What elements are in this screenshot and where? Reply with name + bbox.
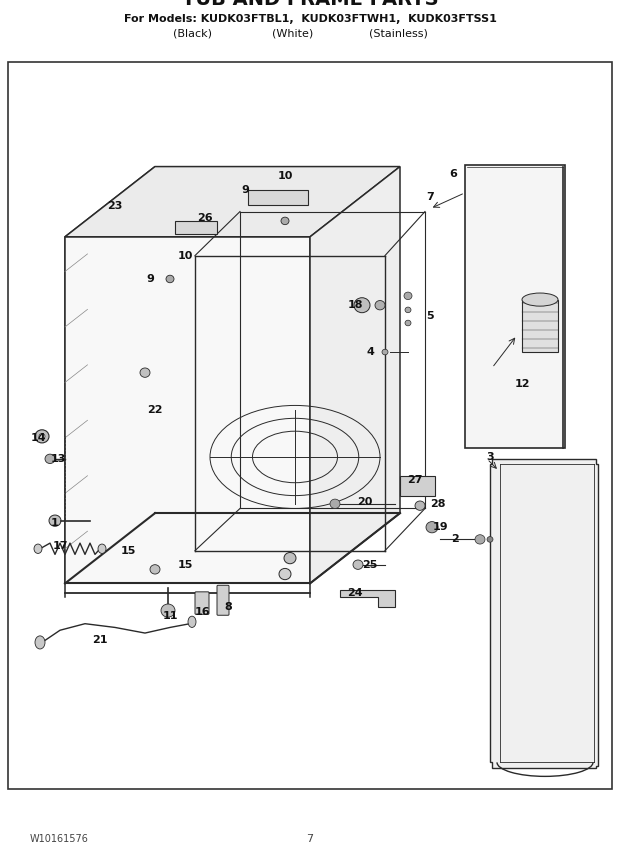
Polygon shape [65,167,400,237]
Circle shape [166,276,174,282]
Polygon shape [310,167,400,584]
Text: 19: 19 [432,522,448,532]
Text: 20: 20 [357,497,373,507]
Circle shape [281,217,289,224]
FancyBboxPatch shape [175,221,217,234]
Circle shape [487,537,493,542]
Text: 15: 15 [120,545,136,556]
Text: 27: 27 [407,475,423,485]
FancyBboxPatch shape [400,476,435,496]
Polygon shape [65,167,155,584]
Text: 15: 15 [177,560,193,570]
FancyBboxPatch shape [217,586,229,615]
Text: 10: 10 [277,171,293,181]
Circle shape [35,430,49,443]
Ellipse shape [98,544,106,554]
Text: 6: 6 [449,169,457,179]
Circle shape [415,501,425,510]
Circle shape [279,568,291,580]
Polygon shape [465,164,565,448]
Text: 11: 11 [162,611,178,621]
Circle shape [404,292,412,300]
Circle shape [354,298,370,312]
Ellipse shape [35,636,45,649]
Text: 9: 9 [241,185,249,195]
Text: eReplacementParts.com: eReplacementParts.com [219,508,321,518]
Text: 22: 22 [148,405,162,415]
Polygon shape [340,590,395,607]
Text: 25: 25 [362,560,378,570]
Circle shape [405,320,411,326]
Circle shape [161,604,175,617]
Text: 14: 14 [30,433,46,443]
FancyBboxPatch shape [195,591,209,615]
Circle shape [405,307,411,312]
Text: (Stainless): (Stainless) [368,28,427,39]
Polygon shape [490,459,598,768]
Text: 4: 4 [366,347,374,357]
Text: 9: 9 [146,274,154,284]
Text: 1: 1 [51,518,59,527]
Text: W10161576: W10161576 [30,834,89,844]
Text: 5: 5 [426,312,434,322]
Polygon shape [65,237,310,584]
Text: 23: 23 [107,201,123,211]
Ellipse shape [34,544,42,554]
Circle shape [49,515,61,526]
Circle shape [150,565,160,574]
Text: TUB AND FRAME PARTS: TUB AND FRAME PARTS [182,0,438,9]
Text: 10: 10 [177,251,193,260]
Text: For Models: KUDK03FTBL1,  KUDK03FTWH1,  KUDK03FTSS1: For Models: KUDK03FTBL1, KUDK03FTWH1, KU… [123,14,497,24]
Text: 28: 28 [430,499,446,508]
FancyBboxPatch shape [248,190,308,205]
Ellipse shape [522,293,558,306]
Circle shape [353,560,363,569]
Circle shape [375,300,385,310]
Circle shape [284,552,296,564]
Text: 18: 18 [347,300,363,310]
Circle shape [426,521,438,532]
Ellipse shape [188,616,196,627]
Polygon shape [522,300,558,352]
Text: 16: 16 [194,607,210,616]
Circle shape [39,433,45,439]
Text: 7: 7 [306,834,314,844]
Text: 21: 21 [92,634,108,645]
Text: 26: 26 [197,213,213,223]
Text: 17: 17 [52,541,68,551]
Text: 7: 7 [426,192,434,201]
Circle shape [382,349,388,355]
Text: 13: 13 [50,454,66,464]
Circle shape [45,455,55,463]
Text: 2: 2 [451,534,459,544]
Text: 8: 8 [224,602,232,612]
Circle shape [330,499,340,508]
Text: (White): (White) [272,28,314,39]
Text: 24: 24 [347,588,363,597]
Text: (Black): (Black) [172,28,211,39]
Text: 3: 3 [486,452,494,462]
Circle shape [475,535,485,544]
Circle shape [140,368,150,377]
Text: 12: 12 [514,379,529,389]
